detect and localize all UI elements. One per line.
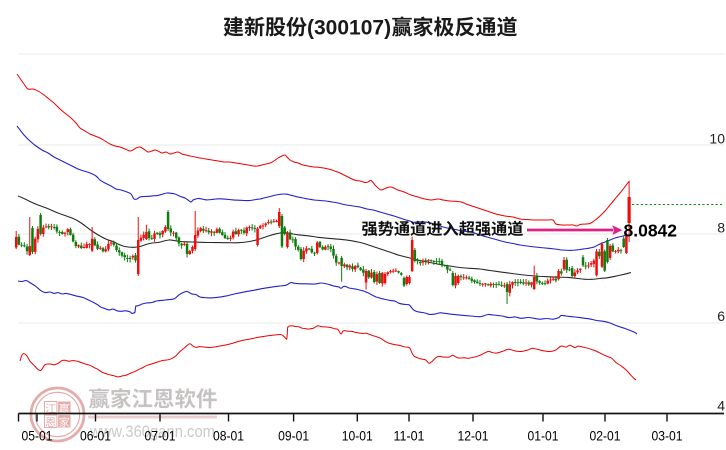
svg-text:6: 6 xyxy=(717,308,725,324)
svg-text:8: 8 xyxy=(717,220,725,236)
svg-text:05-01: 05-01 xyxy=(22,429,53,444)
svg-text:11-01: 11-01 xyxy=(394,429,425,444)
svg-text:12-01: 12-01 xyxy=(458,429,489,444)
svg-text:03-01: 03-01 xyxy=(652,429,683,444)
svg-text:02-01: 02-01 xyxy=(590,429,621,444)
svg-text:4: 4 xyxy=(717,398,725,414)
svg-text:10-01: 10-01 xyxy=(342,429,373,444)
svg-text:09-01: 09-01 xyxy=(278,429,309,444)
svg-text:08-01: 08-01 xyxy=(213,429,244,444)
svg-text:07-01: 07-01 xyxy=(145,429,176,444)
svg-text:10: 10 xyxy=(709,131,725,147)
svg-text:01-01: 01-01 xyxy=(528,429,559,444)
svg-text:8.0842: 8.0842 xyxy=(624,220,678,240)
svg-text:www.360gann.com: www.360gann.com xyxy=(89,422,215,441)
svg-text:(300107): (300107) xyxy=(307,17,391,40)
svg-text:06-01: 06-01 xyxy=(80,429,111,444)
